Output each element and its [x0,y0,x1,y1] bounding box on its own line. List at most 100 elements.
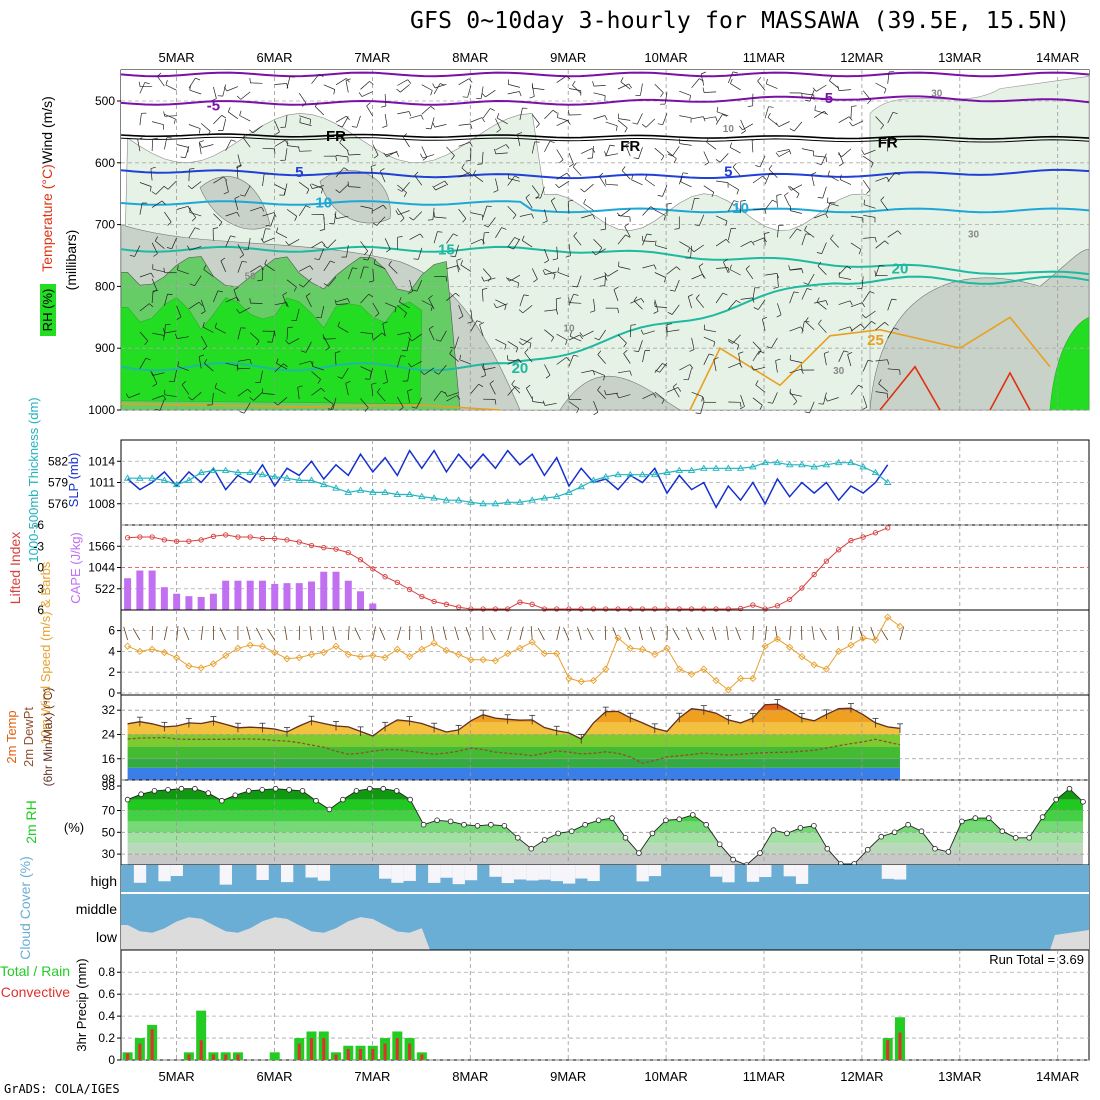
wind-barb-flag [425,128,432,130]
wind-barb [458,123,471,126]
lifted-index-marker [370,566,376,572]
wind-barb [764,172,771,185]
wind-barb-flag [450,347,456,349]
rh2m-marker [689,812,696,818]
thickness-marker [307,476,316,483]
wind-barb-flag [408,111,412,117]
wind-barb-flag [370,164,377,167]
wind-barb [397,331,410,336]
wind-speed-marker [123,642,132,650]
wind-barb [654,272,666,278]
wind-barb-flag [230,139,236,142]
wind-speed-marker [810,661,818,669]
wind-barb-flag [517,282,520,288]
wind-barb [356,115,361,128]
wind-barb [513,238,521,250]
wind-barb [691,116,704,120]
wind-barb-flag [227,107,231,112]
isotherm-25-right [689,316,1051,411]
wind-barb-flag [631,174,634,180]
wind-barb [177,366,190,372]
wind-barb-flag [806,288,812,291]
wind-barb [446,265,458,270]
thickness-marker [332,484,340,491]
wind-barb-flag [515,347,519,353]
wind-barb-flag [695,412,701,414]
wind-barb [262,147,275,150]
wind-barb-flag [884,240,889,245]
wind-barb [764,233,766,246]
lifted-index-marker [615,606,621,612]
wind-tick-label: 2 [108,665,115,679]
temp-tick-label: 24 [102,727,116,741]
high-cloud-gap [795,865,809,884]
wind-barb-flag [445,276,448,282]
wind-barb-flag [194,227,200,230]
wind-barb-flag [257,279,263,282]
wind-barb-flag [400,218,405,222]
lifted-index-marker [664,606,670,612]
contour-label: 10 [315,194,332,211]
wind-barb-flag [218,221,223,227]
wind-barb-flag [430,106,435,110]
wind-barb [198,356,202,369]
wind-barb [341,368,349,379]
wind-barb [753,366,766,371]
wind-barb [875,82,887,90]
wind-barb-flag [437,231,443,233]
wind-barb [455,244,459,257]
wind-barb-flag [309,265,314,270]
top-date-label: 10MAR [644,50,687,65]
wind-barb-flag [700,71,706,75]
wind-barb [201,144,214,148]
lifted-index-marker [554,606,560,612]
wind-barb-flag [322,334,325,340]
wind-barb [525,388,533,399]
wind-barb [704,329,717,333]
wind-barb-flag [653,310,659,314]
wind-barb-flag [661,155,665,161]
wind-barb [360,332,373,335]
wind-barb [397,305,407,314]
slp-tick-label: 1014 [88,454,115,468]
wind-barb-flag [455,292,460,297]
wind-barb [838,265,848,276]
wind-barb [396,396,404,408]
wind-barb [752,208,765,211]
wind-barb [752,350,760,362]
wind-speed-marker [626,644,634,652]
wind-barb [407,369,410,382]
wind-barb [237,327,242,340]
wind-barb-flag [373,258,376,264]
wind-barb-flag [195,77,201,81]
wind-barb-flag [843,350,849,353]
wind-barb-flag [382,381,388,385]
wind-barb-flag [784,192,789,196]
wind-barb-flag [751,365,754,371]
wind-barb-flag [249,129,254,134]
lifted-index-marker [566,606,572,612]
wind-barb-flag [663,215,666,221]
wind-barb-flag [493,189,499,193]
wind-barb-flag [728,340,733,344]
thickness-marker [724,464,733,471]
wind-barb [818,323,827,333]
wind-barb-flag [644,174,648,180]
wind-barb-flag [242,133,247,138]
cape-bar [295,583,303,610]
wind-barb [495,178,499,191]
surface-wind-barb [764,626,768,641]
wind-barb [433,83,441,95]
ylabel-millibars: (millibars) [63,230,79,291]
wind-barb [458,304,464,317]
lifted-index-marker [505,606,511,612]
wind-barb [605,144,611,157]
thickness-marker [847,458,855,466]
wind-barb [384,114,388,126]
wind-barb [167,180,177,190]
wind-barb-flag [234,195,240,199]
wind-barb-flag [470,123,473,129]
wind-barb [583,203,594,211]
slp-line [127,449,889,509]
cape-bar [332,571,340,610]
